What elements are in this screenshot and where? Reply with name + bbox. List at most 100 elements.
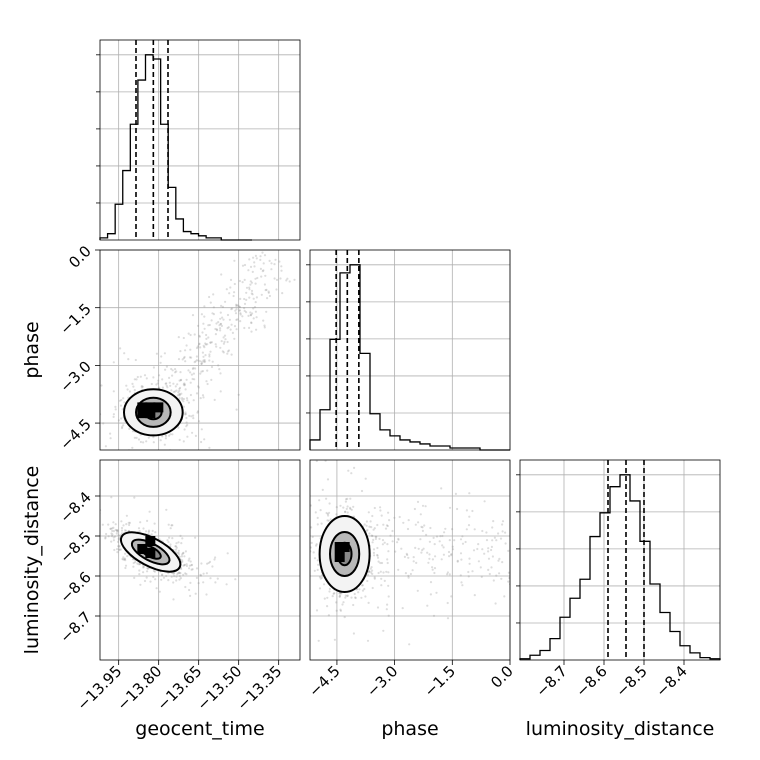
scatter-point bbox=[189, 333, 192, 337]
scatter-point bbox=[358, 588, 361, 591]
scatter-point bbox=[192, 366, 195, 370]
scatter-point bbox=[438, 540, 441, 543]
scatter-point bbox=[202, 581, 205, 584]
scatter-point bbox=[281, 292, 284, 295]
scatter-point bbox=[236, 304, 239, 307]
scatter-point bbox=[421, 529, 424, 533]
scatter-point bbox=[226, 327, 229, 330]
scatter-point bbox=[377, 560, 380, 563]
scatter-point bbox=[214, 581, 217, 584]
scatter-point bbox=[485, 531, 488, 534]
scatter-point bbox=[140, 385, 143, 388]
scatter-point bbox=[195, 355, 198, 358]
scatter-point bbox=[112, 390, 115, 393]
scatter-point bbox=[350, 472, 353, 475]
scatter-point bbox=[375, 535, 378, 539]
scatter-point bbox=[170, 367, 173, 371]
scatter-point bbox=[177, 572, 180, 575]
scatter-point bbox=[161, 435, 164, 438]
scatter-point bbox=[353, 466, 356, 469]
scatter-point bbox=[174, 368, 177, 371]
scatter-point bbox=[185, 416, 188, 420]
scatter-point bbox=[116, 540, 120, 544]
scatter-point bbox=[461, 535, 464, 538]
scatter-point bbox=[238, 279, 241, 283]
scatter-point bbox=[121, 532, 124, 535]
scatter-point bbox=[207, 561, 210, 565]
scatter-point bbox=[208, 323, 211, 327]
scatter-point bbox=[147, 529, 151, 532]
scatter-point bbox=[127, 521, 130, 525]
scatter-point bbox=[260, 275, 263, 278]
scatter-point bbox=[235, 308, 238, 311]
scatter-point bbox=[275, 278, 279, 281]
scatter-point bbox=[164, 437, 167, 440]
scatter-point bbox=[188, 588, 191, 592]
scatter-point bbox=[202, 572, 205, 575]
scatter-point bbox=[387, 595, 390, 598]
scatter-point bbox=[204, 343, 208, 346]
scatter-point bbox=[232, 294, 235, 298]
scatter-point bbox=[159, 462, 161, 464]
scatter-point bbox=[234, 309, 237, 312]
scatter-point bbox=[116, 530, 119, 533]
scatter-point bbox=[79, 391, 81, 393]
scatter-point bbox=[201, 394, 205, 397]
scatter-point bbox=[431, 568, 434, 571]
scatter-point bbox=[312, 551, 315, 554]
scatter-point bbox=[104, 445, 107, 448]
scatter-point bbox=[183, 428, 186, 431]
scatter-point bbox=[220, 340, 223, 343]
scatter-point bbox=[100, 384, 103, 387]
scatter-point bbox=[196, 411, 199, 414]
scatter-point bbox=[472, 549, 476, 552]
scatter-point bbox=[249, 313, 252, 316]
scatter-point bbox=[380, 561, 384, 565]
scatter-point bbox=[123, 529, 127, 532]
scatter-point bbox=[250, 292, 253, 295]
scatter-point bbox=[490, 545, 493, 549]
scatter-point bbox=[397, 538, 400, 541]
scatter-point bbox=[180, 392, 183, 395]
scatter-point bbox=[441, 544, 444, 547]
scatter-point bbox=[250, 321, 253, 325]
scatter-point bbox=[507, 580, 510, 583]
scatter-point bbox=[219, 317, 222, 320]
scatter-point bbox=[379, 506, 382, 509]
scatter-point bbox=[147, 436, 150, 439]
scatter-point bbox=[168, 376, 171, 379]
scatter-point bbox=[157, 379, 160, 382]
scatter-point bbox=[252, 256, 255, 259]
scatter-point bbox=[155, 587, 158, 590]
scatter-point bbox=[194, 536, 197, 539]
scatter-point bbox=[181, 358, 184, 361]
scatter-point bbox=[188, 356, 192, 359]
scatter-point bbox=[366, 579, 369, 583]
scatter-point bbox=[198, 342, 201, 345]
scatter-point bbox=[254, 277, 257, 280]
scatter-point bbox=[350, 596, 353, 599]
scatter-point bbox=[329, 518, 332, 521]
scatter-point bbox=[335, 506, 338, 509]
scatter-point bbox=[315, 544, 318, 547]
scatter-point bbox=[182, 357, 186, 360]
scatter-point bbox=[200, 313, 203, 316]
density-cell bbox=[339, 542, 350, 552]
scatter-point bbox=[477, 543, 480, 546]
x-tick-label: −8.5 bbox=[612, 662, 650, 700]
scatter-point bbox=[223, 334, 227, 337]
scatter-point bbox=[230, 323, 233, 326]
scatter-point bbox=[239, 313, 242, 316]
scatter-point bbox=[118, 548, 121, 552]
scatter-point bbox=[241, 315, 244, 318]
scatter-point bbox=[174, 371, 177, 374]
scatter-point bbox=[238, 305, 241, 309]
scatter-point bbox=[172, 598, 175, 601]
scatter-point bbox=[172, 581, 175, 584]
scatter-point bbox=[241, 264, 245, 267]
scatter-point bbox=[363, 523, 366, 526]
scatter-point bbox=[387, 511, 390, 514]
scatter-point bbox=[398, 515, 401, 519]
scatter-point bbox=[139, 521, 142, 524]
scatter-point bbox=[193, 361, 196, 364]
